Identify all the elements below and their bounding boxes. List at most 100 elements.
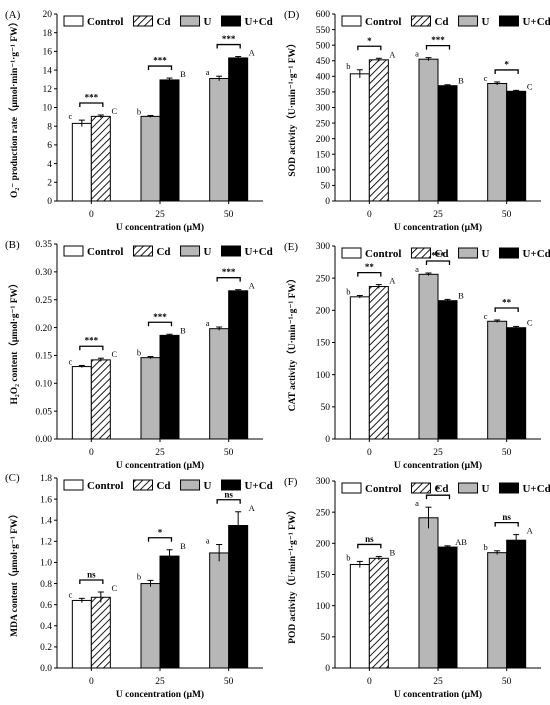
significance-letter: B [180, 69, 186, 79]
significance-letter: a [206, 67, 210, 77]
x-tick-label: 50 [224, 677, 234, 687]
y-tick-label: 12 [43, 85, 53, 95]
y-tick-label: 300 [316, 242, 331, 252]
significance-bracket [357, 543, 382, 549]
significance-letter: B [458, 76, 464, 86]
significance-letter: b [346, 61, 350, 71]
bar [506, 327, 527, 440]
significance-mark: *** [222, 267, 236, 277]
bar [437, 85, 458, 202]
y-tick-label: 200 [316, 307, 331, 317]
significance-bracket [147, 537, 173, 542]
x-tick-label: 50 [224, 448, 234, 458]
legend-swatch [341, 247, 362, 259]
significance-letter: b [346, 552, 350, 562]
significance-mark: ** [365, 262, 375, 272]
significance-bracket [79, 345, 104, 351]
significance-letter: b [484, 542, 488, 552]
y-tick-label: 150 [316, 571, 331, 581]
y-tick-label: 1.4 [40, 516, 52, 526]
bar [90, 596, 111, 669]
significance-letter: A [249, 48, 256, 58]
legend-label: Control [365, 248, 401, 260]
y-tick-label: 0.0 [40, 664, 52, 674]
bar [71, 599, 92, 669]
significance-letter: C [527, 317, 533, 327]
bar [487, 83, 508, 202]
significance-letter: A [527, 526, 534, 536]
significance-bracket [494, 69, 519, 74]
significance-bracket [79, 102, 104, 107]
significance-letter: c [68, 589, 72, 599]
significance-letter: c [484, 73, 488, 83]
y-axis-title: O₂⁻ production rate（μmol·min⁻¹·g⁻¹ FW） [8, 17, 20, 198]
legend-label: U [204, 16, 212, 28]
y-tick-label: 1.6 [40, 495, 52, 505]
legend-swatch [220, 479, 241, 491]
y-tick-label: 450 [316, 57, 331, 67]
significance-bracket [425, 494, 451, 500]
legend-label: U [482, 483, 490, 495]
y-tick-label: 150 [316, 339, 331, 349]
significance-bracket [357, 45, 382, 51]
significance-letter: c [484, 311, 488, 321]
y-tick-label: 0 [47, 197, 52, 207]
y-tick-label: 10 [43, 104, 53, 114]
significance-mark: *** [85, 92, 99, 102]
significance-mark: *** [153, 56, 167, 66]
legend-swatch [63, 479, 84, 491]
legend-label: U+Cd [522, 483, 550, 495]
significance-letter: b [137, 571, 141, 581]
significance-letter: b [346, 287, 350, 297]
y-tick-label: 0.20 [35, 324, 52, 334]
panel-label: (C) [5, 472, 20, 484]
significance-bracket [425, 44, 451, 50]
x-tick-label: 0 [89, 677, 94, 687]
panel-label: (F) [284, 476, 298, 488]
significance-letter: a [206, 536, 210, 546]
significance-mark: * [158, 527, 163, 537]
x-tick-label: 25 [433, 677, 443, 687]
x-axis-title: U concentration (μM) [394, 689, 482, 700]
bar [418, 517, 439, 669]
y-tick-label: 18 [43, 29, 53, 39]
significance-mark: *** [431, 251, 445, 261]
y-axis-title: CAT activity（U·min⁻¹·g⁻¹ FW） [286, 274, 298, 412]
significance-letter: B [458, 290, 464, 300]
legend-swatch [132, 479, 153, 491]
significance-letter: B [180, 541, 186, 551]
y-tick-label: 50 [321, 633, 331, 643]
y-tick-label: 50 [321, 182, 331, 192]
x-tick-label: 50 [502, 448, 512, 458]
significance-bracket [216, 499, 241, 504]
x-tick-label: 50 [502, 210, 512, 220]
legend-swatch [341, 15, 362, 27]
significance-letter: B [180, 325, 186, 335]
bar [159, 334, 180, 440]
y-tick-label: 0 [325, 197, 330, 207]
significance-bracket [79, 579, 104, 584]
bar [349, 296, 370, 440]
y-tick-label: 2 [47, 179, 52, 189]
significance-mark: * [436, 485, 441, 495]
legend-label: Control [87, 246, 123, 258]
legend-swatch [63, 15, 84, 27]
y-tick-label: 0.25 [35, 296, 52, 306]
legend-label: U [482, 16, 490, 28]
y-tick-label: 16 [43, 48, 53, 58]
panel-label: (E) [284, 241, 298, 253]
y-tick-label: 0.35 [35, 240, 52, 250]
bar [506, 539, 527, 669]
y-tick-label: 1.2 [40, 538, 52, 548]
legend-label: Cd [156, 480, 170, 492]
y-tick-label: 300 [316, 104, 331, 114]
y-tick-label: 0.15 [35, 352, 52, 362]
x-tick-label: 25 [155, 677, 165, 687]
legend-label: U+Cd [244, 480, 272, 492]
bar [418, 273, 439, 440]
x-tick-label: 25 [433, 448, 443, 458]
significance-letter: a [415, 264, 419, 274]
y-tick-label: 50 [321, 403, 331, 413]
bar [140, 583, 161, 669]
